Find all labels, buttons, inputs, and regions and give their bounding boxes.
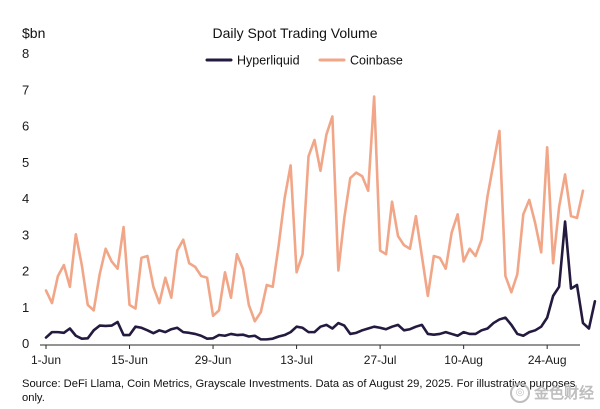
y-tick-label: 5 <box>22 155 29 170</box>
legend: Hyperliquid Coinbase <box>205 54 403 68</box>
legend-label-coinbase: Coinbase <box>350 54 403 68</box>
watermark: ◎ 金色财经 <box>509 382 594 403</box>
y-tick-label: 6 <box>22 119 29 134</box>
y-tick-label: 7 <box>22 82 29 97</box>
y-tick-label: 4 <box>22 191 29 206</box>
x-tick-label: 10-Aug <box>444 353 483 367</box>
y-tick-label: 2 <box>22 264 29 279</box>
x-tick-label: 24-Aug <box>528 353 567 367</box>
y-tick-label: 3 <box>22 227 29 242</box>
y-tick-label: 8 <box>22 46 29 61</box>
x-tick-label: 13-Jul <box>280 353 313 367</box>
x-tick-label: 15-Jun <box>111 353 148 367</box>
series-line-hyperliquid <box>44 220 597 341</box>
series-layer <box>44 95 597 341</box>
x-tick-label: 29-Jun <box>195 353 232 367</box>
x-tick-label: 1-Jun <box>31 353 61 367</box>
watermark-text: 金色财经 <box>533 385 594 402</box>
legend-label-hyperliquid: Hyperliquid <box>237 54 300 68</box>
source-note: Source: DeFi Llama, Coin Metrics, Graysc… <box>22 378 576 404</box>
y-axis-ticks: 0 1 2 3 4 5 6 7 8 <box>22 46 29 351</box>
y-axis-unit-label: $bn <box>22 25 45 41</box>
chart-title: Daily Spot Trading Volume <box>213 25 378 41</box>
x-axis-ticks: 1-Jun 15-Jun 29-Jun 13-Jul 27-Jul 10-Aug 24-Au… <box>31 345 567 367</box>
watermark-logo-icon: ◎ <box>509 382 530 403</box>
x-tick-label: 27-Jul <box>364 353 397 367</box>
y-tick-label: 1 <box>22 300 29 315</box>
y-tick-label: 0 <box>22 336 29 351</box>
series-line-coinbase <box>44 95 585 323</box>
